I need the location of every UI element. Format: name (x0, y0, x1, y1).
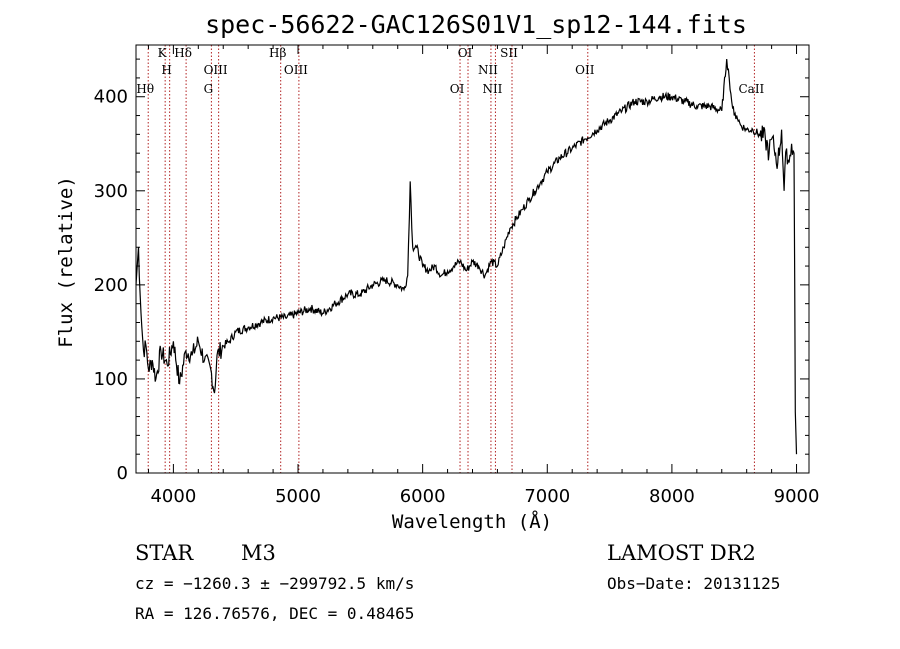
spectral-line-label: OI (458, 46, 473, 60)
spectral-line-label: CaII (738, 82, 764, 96)
x-axis-ticks: 4000 5000 6000 7000 8000 9000 (147, 45, 820, 507)
object-subclass: M3 (241, 541, 276, 565)
y-tick-label: 200 (94, 275, 128, 296)
survey-name: LAMOST DR2 (607, 541, 756, 565)
spectral-line-label: OII (575, 63, 595, 77)
x-tick-label: 6000 (400, 486, 446, 507)
x-tick-label: 5000 (275, 486, 321, 507)
x-tick-label: 4000 (150, 486, 196, 507)
spectral-line-label: K (158, 46, 168, 60)
spectral-line-label: H (161, 63, 171, 77)
spectral-line-label: Hθ (136, 82, 154, 96)
spectral-line-label: G (204, 82, 214, 96)
obs-date-text: Obs−Date: 20131125 (607, 574, 780, 593)
spectral-line-label: OI (450, 82, 465, 96)
spectral-line-label: Hδ (174, 46, 192, 60)
spectrum-line (135, 59, 798, 455)
redshift-text: cz = −1260.3 ± −299792.5 km/s (135, 574, 414, 593)
y-tick-label: 0 (117, 463, 128, 484)
coords-text: RA = 126.76576, DEC = 0.48465 (135, 604, 414, 623)
spectral-line-label: OIII (204, 63, 228, 77)
spectral-line-label: OIII (284, 63, 308, 77)
y-tick-label: 100 (94, 369, 128, 390)
spectral-line-label: SII (500, 46, 518, 60)
object-class: STAR (135, 541, 194, 565)
x-tick-label: 7000 (524, 486, 570, 507)
x-tick-label: 9000 (774, 486, 820, 507)
y-axis-label: Flux (relative) (55, 176, 77, 348)
y-tick-label: 300 (94, 181, 128, 202)
spectral-line-label: NII (482, 82, 502, 96)
spectral-line-label: Hβ (269, 46, 286, 60)
chart-title: spec-56622-GAC126S01V1_sp12-144.fits (205, 10, 747, 39)
spectral-line-markers (147, 45, 755, 473)
x-axis-label: Wavelength (Å) (392, 510, 552, 533)
plot-frame (135, 44, 810, 474)
y-tick-label: 400 (94, 87, 128, 108)
spectral-line-label: NII (478, 63, 498, 77)
x-tick-label: 8000 (649, 486, 695, 507)
y-axis-ticks: 0 100 200 300 400 (94, 58, 809, 484)
